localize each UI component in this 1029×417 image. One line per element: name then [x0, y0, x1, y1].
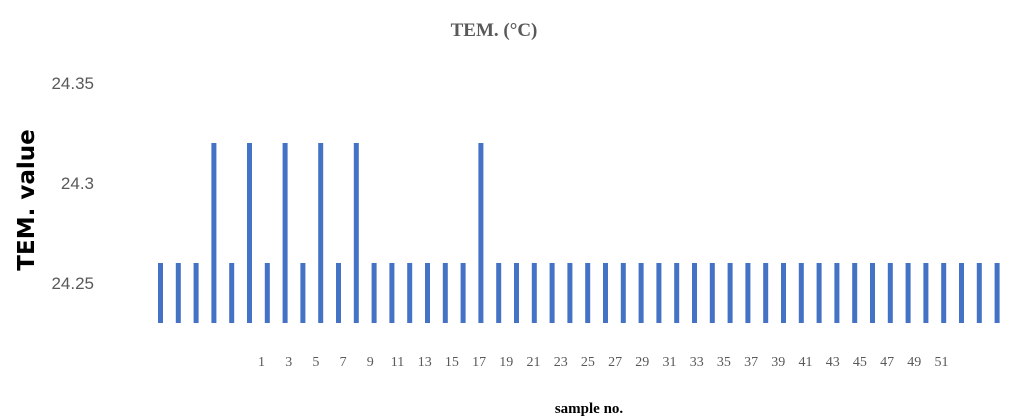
- x-tick-label: 35: [717, 355, 731, 370]
- bar: [567, 263, 573, 323]
- bar: [158, 263, 163, 323]
- bars: [158, 143, 1000, 323]
- bar: [870, 263, 875, 323]
- bar: [727, 263, 733, 323]
- bar: [603, 263, 608, 323]
- x-tick-label: 45: [853, 355, 867, 370]
- bar: [247, 143, 252, 323]
- bar: [887, 263, 893, 323]
- bar: [389, 263, 395, 323]
- bar: [336, 263, 341, 323]
- bar: [763, 263, 769, 323]
- x-tick-label: 15: [445, 355, 459, 370]
- x-tick-label: 25: [581, 355, 595, 370]
- x-tick-label: 27: [608, 355, 622, 370]
- x-axis-label: sample no.: [555, 401, 624, 417]
- x-tick-label: 29: [635, 355, 649, 370]
- x-tick-label: 5: [312, 355, 319, 370]
- y-axis-label: TEM. value: [14, 129, 40, 270]
- bar: [371, 263, 377, 323]
- bar: [318, 143, 324, 323]
- bar: [834, 263, 840, 323]
- x-tick-label: 21: [527, 355, 541, 370]
- bar: [745, 263, 751, 323]
- bar: [264, 263, 270, 323]
- x-tick-label: 1: [258, 355, 265, 370]
- bar: [585, 263, 591, 323]
- bar: [674, 263, 680, 323]
- bar: [976, 263, 982, 323]
- bar: [353, 143, 359, 323]
- bar: [407, 263, 413, 323]
- x-tick-label: 51: [935, 355, 949, 370]
- x-tick-label: 7: [340, 355, 347, 370]
- bar: [781, 263, 786, 323]
- bar: [211, 143, 217, 323]
- bar: [798, 263, 804, 323]
- x-tick-label: 31: [663, 355, 677, 370]
- x-tick-label: 37: [744, 355, 758, 370]
- x-tick-label: 11: [391, 355, 404, 370]
- bar: [638, 263, 644, 323]
- x-axis-ticks: 1 3 5 7 9 11 13 15 17 19 21 23 25 27 29 31 33 35 37 39 41 43 4…: [258, 355, 949, 370]
- bar: [514, 263, 519, 323]
- y-tick-label: 24.25: [51, 274, 94, 293]
- x-tick-label: 3: [285, 355, 292, 370]
- bar: [442, 263, 448, 323]
- bar: [425, 263, 430, 323]
- y-axis-ticks: 24.35 24.3 24.25: [51, 74, 94, 293]
- bar: [905, 263, 911, 323]
- bar: [496, 263, 502, 323]
- chart-title: TEM. (°C): [451, 20, 538, 41]
- bar: [852, 263, 858, 323]
- x-tick-label: 19: [499, 355, 513, 370]
- x-tick-label: 13: [418, 355, 432, 370]
- bar: [549, 263, 555, 323]
- bar: [478, 143, 484, 323]
- bar: [531, 263, 537, 323]
- y-tick-label: 24.35: [51, 74, 94, 93]
- y-tick-label: 24.3: [61, 174, 94, 193]
- x-tick-label: 23: [554, 355, 568, 370]
- bar: [229, 263, 235, 323]
- x-tick-label: 43: [826, 355, 840, 370]
- x-tick-label: 33: [690, 355, 704, 370]
- bar: [460, 263, 466, 323]
- bar: [175, 263, 181, 323]
- bar: [692, 263, 697, 323]
- x-tick-label: 17: [472, 355, 486, 370]
- bar: [620, 263, 626, 323]
- bar: [656, 263, 662, 323]
- x-tick-label: 47: [880, 355, 894, 370]
- bar: [959, 263, 964, 323]
- bar: [923, 263, 929, 323]
- bar: [709, 263, 715, 323]
- bar: [816, 263, 822, 323]
- x-tick-label: 41: [799, 355, 813, 370]
- bar: [282, 143, 288, 323]
- bar: [941, 263, 947, 323]
- bar: [994, 263, 1000, 323]
- x-tick-label: 39: [771, 355, 785, 370]
- bar: [300, 263, 306, 323]
- x-tick-label: 9: [367, 355, 374, 370]
- bar: [193, 263, 199, 323]
- x-tick-label: 49: [907, 355, 921, 370]
